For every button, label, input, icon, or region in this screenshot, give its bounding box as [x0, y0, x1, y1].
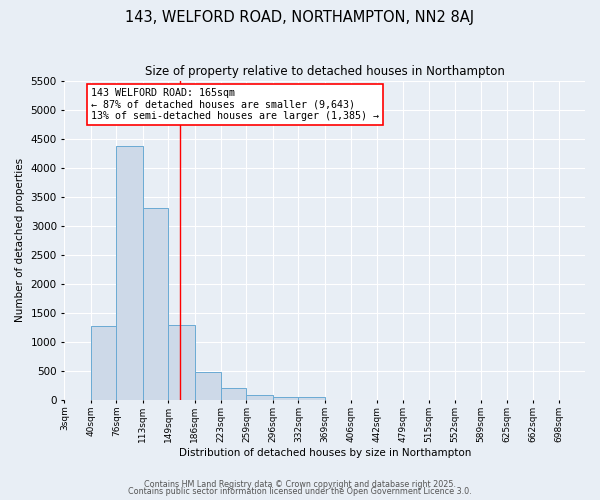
Bar [194, 372, 221, 400]
Bar [143, 208, 168, 400]
Title: Size of property relative to detached houses in Northampton: Size of property relative to detached ho… [145, 65, 505, 78]
Bar [221, 388, 247, 400]
Bar [298, 397, 325, 400]
X-axis label: Distribution of detached houses by size in Northampton: Distribution of detached houses by size … [179, 448, 471, 458]
Text: Contains public sector information licensed under the Open Government Licence 3.: Contains public sector information licen… [128, 488, 472, 496]
Text: Contains HM Land Registry data © Crown copyright and database right 2025.: Contains HM Land Registry data © Crown c… [144, 480, 456, 489]
Bar [168, 325, 194, 400]
Bar [91, 326, 116, 400]
Y-axis label: Number of detached properties: Number of detached properties [15, 158, 25, 322]
Bar [273, 396, 298, 400]
Bar [247, 395, 273, 400]
Text: 143 WELFORD ROAD: 165sqm
← 87% of detached houses are smaller (9,643)
13% of sem: 143 WELFORD ROAD: 165sqm ← 87% of detach… [91, 88, 379, 120]
Text: 143, WELFORD ROAD, NORTHAMPTON, NN2 8AJ: 143, WELFORD ROAD, NORTHAMPTON, NN2 8AJ [125, 10, 475, 25]
Bar [116, 146, 143, 400]
